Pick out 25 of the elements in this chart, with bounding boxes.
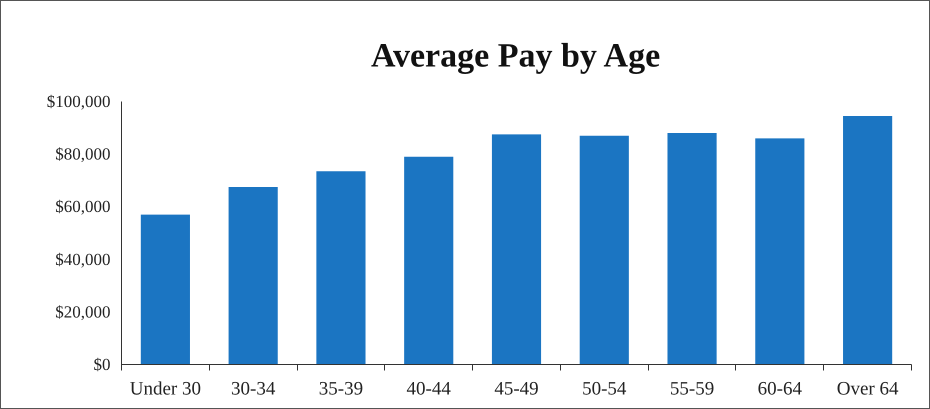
- bar: [580, 136, 629, 364]
- bar: [843, 116, 892, 364]
- y-tick-label: $40,000: [55, 250, 110, 269]
- x-tick-label: 35-39: [318, 378, 364, 400]
- bar: [667, 133, 717, 364]
- x-tick-label: 55-59: [670, 378, 714, 400]
- y-tick-label: $60,000: [55, 197, 110, 216]
- x-tick-label: 45-49: [494, 378, 539, 400]
- y-tick-label: $20,000: [55, 302, 110, 322]
- bar: [228, 186, 278, 364]
- bar: [492, 134, 542, 364]
- y-tick-label: $100,000: [46, 92, 110, 111]
- x-tick-label: 50-54: [582, 378, 627, 400]
- chart-title: Average Pay by Age: [370, 38, 660, 74]
- bar: [140, 214, 190, 364]
- bar: [316, 171, 366, 364]
- x-tick-label: 60-64: [758, 378, 802, 400]
- x-tick-label: 40-44: [406, 378, 452, 400]
- bar: [404, 156, 454, 364]
- y-tick-label: $0: [94, 355, 110, 374]
- bar: [755, 138, 804, 364]
- y-tick-label: $80,000: [55, 144, 110, 164]
- x-tick-label: Under 30: [130, 378, 202, 400]
- x-tick-label: Over 64: [836, 378, 899, 400]
- x-tick-label: 30-34: [231, 378, 276, 400]
